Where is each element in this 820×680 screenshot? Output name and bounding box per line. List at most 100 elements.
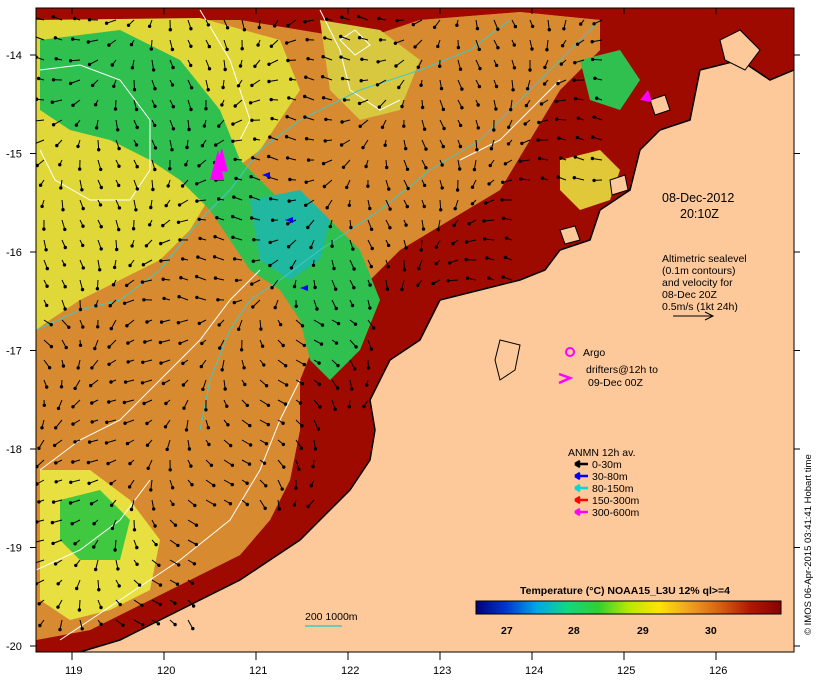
velocity-arrow-head xyxy=(105,420,109,424)
velocity-arrow-head xyxy=(288,177,292,182)
velocity-arrow-head xyxy=(411,22,415,27)
velocity-arrow-head xyxy=(364,164,368,169)
velocity-arrow-head xyxy=(256,43,260,47)
velocity-arrow-head xyxy=(94,126,99,130)
velocity-arrow-head xyxy=(320,75,325,79)
velocity-arrow-head xyxy=(467,222,471,226)
velocity-arrow-head xyxy=(404,246,408,250)
velocity-arrow-head xyxy=(332,266,336,271)
y-tick-label: -20 xyxy=(6,641,22,653)
velocity-arrow-head xyxy=(339,34,343,39)
velocity-arrow-head xyxy=(262,363,266,367)
velocity-arrow-head xyxy=(171,65,175,70)
velocity-arrow-head xyxy=(194,523,199,527)
velocity-arrow-head xyxy=(248,195,253,199)
velocity-arrow-head xyxy=(196,255,200,259)
velocity-arrow-head xyxy=(117,227,121,232)
velocity-arrow-head xyxy=(494,84,499,89)
velocity-arrow-head xyxy=(143,340,147,344)
velocity-arrow-head xyxy=(334,306,338,311)
velocity-arrow-head xyxy=(170,486,175,490)
velocity-arrow-head xyxy=(537,120,541,125)
velocity-arrow-head xyxy=(270,116,274,121)
velocity-arrow-head xyxy=(530,47,534,51)
velocity-arrow-head xyxy=(42,227,46,231)
velocity-arrow-head xyxy=(170,148,174,152)
velocity-arrow-head xyxy=(162,296,166,301)
svg-text:Argo: Argo xyxy=(583,347,605,359)
velocity-arrow-head xyxy=(451,242,455,246)
velocity-arrow-head xyxy=(109,503,114,507)
velocity-arrow-head xyxy=(421,227,426,231)
velocity-arrow-head xyxy=(182,406,186,410)
velocity-arrow-head xyxy=(316,427,321,431)
velocity-arrow-head xyxy=(270,286,274,290)
velocity-arrow-head xyxy=(385,165,389,170)
velocity-arrow-head xyxy=(168,468,172,472)
velocity-arrow-head xyxy=(78,343,83,347)
velocity-arrow-head xyxy=(93,346,97,351)
velocity-arrow-head xyxy=(324,117,328,122)
velocity-arrow-head xyxy=(419,83,423,87)
velocity-arrow-head xyxy=(592,178,596,183)
velocity-arrow-head xyxy=(209,463,214,467)
velocity-arrow-head xyxy=(365,383,369,387)
velocity-arrow-head xyxy=(189,86,194,90)
velocity-arrow-head xyxy=(304,203,308,208)
velocity-arrow-head xyxy=(351,247,355,251)
velocity-arrow-head xyxy=(323,139,327,143)
velocity-arrow-head xyxy=(212,503,217,507)
velocity-arrow-head xyxy=(237,327,241,331)
anmn-item: 80-150m xyxy=(574,483,634,495)
velocity-arrow-head xyxy=(511,88,515,92)
velocity-arrow-head xyxy=(349,225,353,230)
velocity-arrow-head xyxy=(298,401,303,405)
velocity-arrow-head xyxy=(357,14,361,19)
velocity-arrow-head xyxy=(38,183,43,187)
svg-text:08-Dec 20Z: 08-Dec 20Z xyxy=(662,289,717,301)
velocity-arrow-head xyxy=(470,185,475,189)
velocity-arrow-head xyxy=(240,47,244,51)
velocity-arrow-head xyxy=(113,107,118,111)
velocity-arrow-head xyxy=(134,143,139,147)
velocity-arrow-head xyxy=(377,105,381,109)
velocity-arrow-head xyxy=(593,76,597,81)
velocity-arrow-head xyxy=(99,225,103,229)
velocity-arrow-head xyxy=(283,402,288,406)
velocity-arrow-head xyxy=(341,165,346,170)
velocity-arrow-head xyxy=(377,16,381,21)
anmn-item: 30-80m xyxy=(574,471,628,483)
velocity-arrow-head xyxy=(159,320,164,324)
velocity-arrow-head xyxy=(67,325,71,329)
velocity-arrow-head xyxy=(70,522,74,526)
velocity-arrow-head xyxy=(268,197,273,201)
velocity-arrow-head xyxy=(220,368,224,372)
velocity-arrow-head xyxy=(61,208,65,212)
velocity-arrow-head xyxy=(321,55,325,59)
velocity-arrow-head xyxy=(157,563,161,567)
velocity-arrow-head xyxy=(89,383,93,388)
velocity-arrow-head xyxy=(325,206,329,210)
velocity-arrow-head xyxy=(417,266,421,271)
velocity-arrow-head xyxy=(49,323,53,327)
velocity-arrow-head xyxy=(320,323,325,327)
velocity-arrow-head xyxy=(89,502,94,506)
velocity-arrow-head xyxy=(360,57,364,61)
velocity-arrow-head xyxy=(90,401,94,405)
velocity-arrow-head xyxy=(234,176,238,181)
x-tick-label: 125 xyxy=(617,665,635,677)
velocity-arrow-head xyxy=(253,137,257,141)
cool-water-green xyxy=(40,30,380,380)
x-tick-label: 122 xyxy=(341,665,359,677)
velocity-arrow-head xyxy=(330,244,334,248)
velocity-arrow-head xyxy=(153,123,157,128)
velocity-arrow-head xyxy=(460,106,464,110)
velocity-arrow-head xyxy=(333,407,337,411)
velocity-arrow-head xyxy=(50,100,54,104)
velocity-arrow-head xyxy=(512,43,516,47)
colorbar-tick-29: 29 xyxy=(637,625,649,637)
velocity-arrow-head xyxy=(302,362,306,367)
velocity-arrow-head xyxy=(54,461,58,465)
velocity-arrow-head xyxy=(55,143,59,148)
velocity-arrow-head xyxy=(173,601,177,605)
